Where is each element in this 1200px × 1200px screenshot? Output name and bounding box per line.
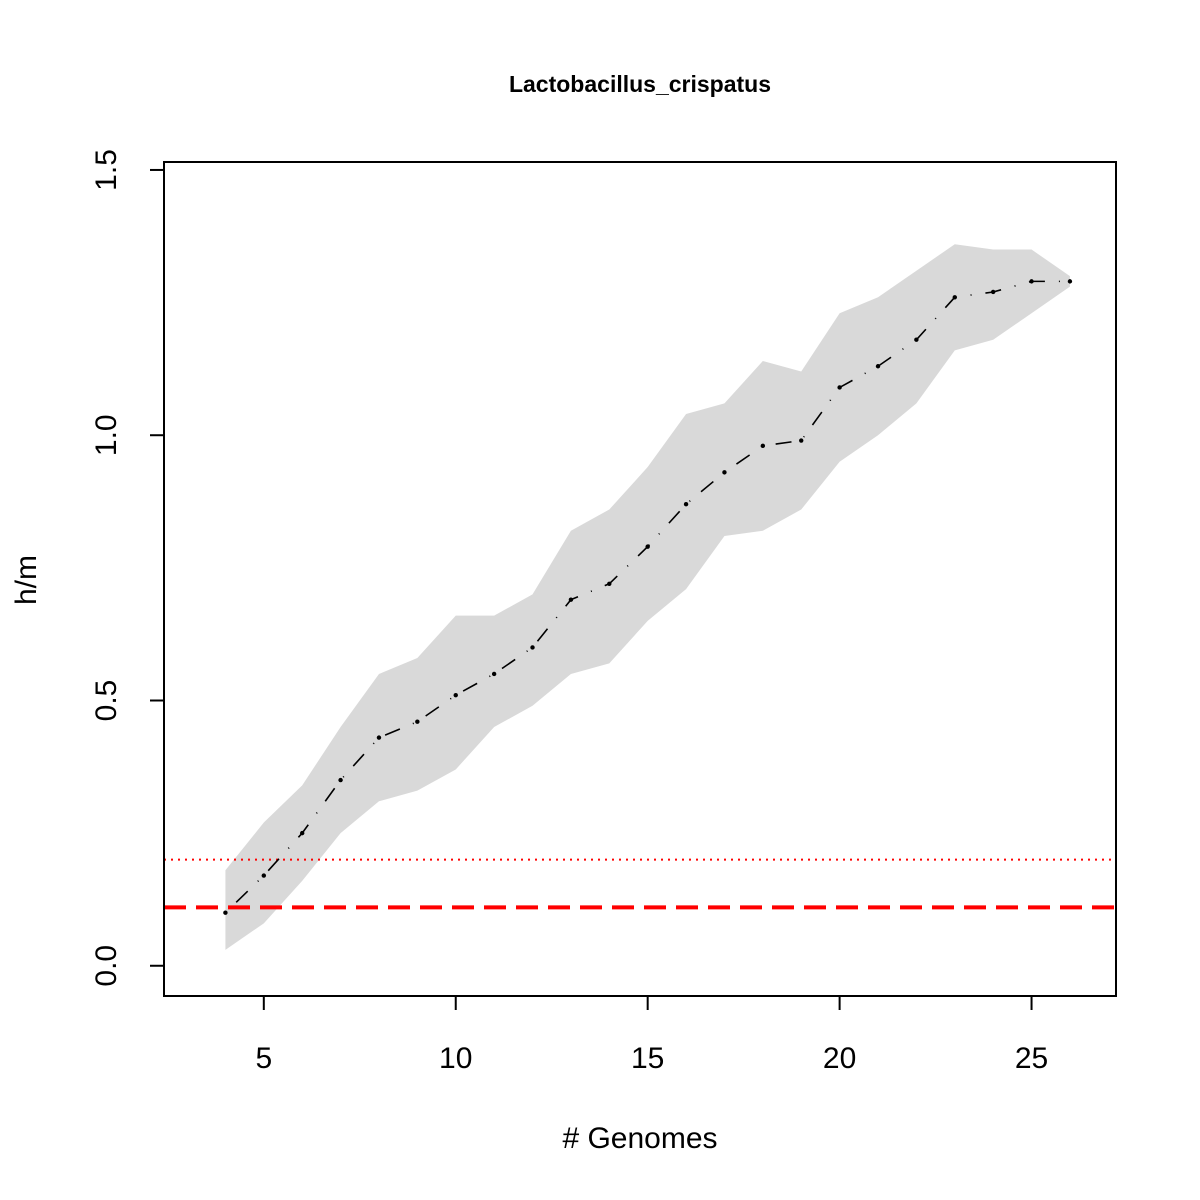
data-point [799, 438, 804, 443]
x-axis-label: # Genomes [562, 1122, 717, 1155]
y-axis-label: h/m [10, 555, 43, 605]
data-point [491, 671, 497, 677]
x-tick-label: 10 [439, 1042, 472, 1075]
data-point [299, 830, 305, 836]
data-point [223, 910, 228, 915]
data-point [338, 777, 343, 783]
data-point [837, 385, 842, 390]
data-point [875, 364, 881, 369]
plot-area [164, 244, 1116, 950]
data-point [530, 645, 535, 650]
data-point [914, 337, 919, 342]
data-point [607, 581, 612, 586]
data-point [1029, 279, 1034, 284]
axes: 5 10 15 20 25 0.0 0.5 1.0 1.5 [90, 149, 1048, 1075]
x-tick-label: 20 [823, 1042, 856, 1075]
data-point [453, 692, 458, 698]
data-point [990, 289, 996, 295]
confidence-band [225, 244, 1070, 950]
data-point [645, 544, 650, 549]
y-tick-label: 1.0 [90, 414, 123, 456]
data-point [952, 295, 957, 300]
x-tick-label: 25 [1015, 1042, 1048, 1075]
data-point [1067, 279, 1073, 284]
data-point [376, 735, 382, 740]
data-point [568, 597, 574, 602]
data-point [722, 470, 727, 475]
data-point [760, 443, 766, 449]
chart-title: Lactobacillus_crispatus [509, 71, 771, 97]
data-point [683, 501, 689, 507]
data-point [261, 873, 267, 878]
data-point [415, 719, 420, 724]
y-tick-label: 0.0 [90, 945, 123, 987]
x-tick-label: 5 [255, 1042, 272, 1075]
y-tick-label: 1.5 [90, 149, 123, 191]
x-tick-label: 15 [631, 1042, 664, 1075]
y-tick-label: 0.5 [90, 680, 123, 722]
